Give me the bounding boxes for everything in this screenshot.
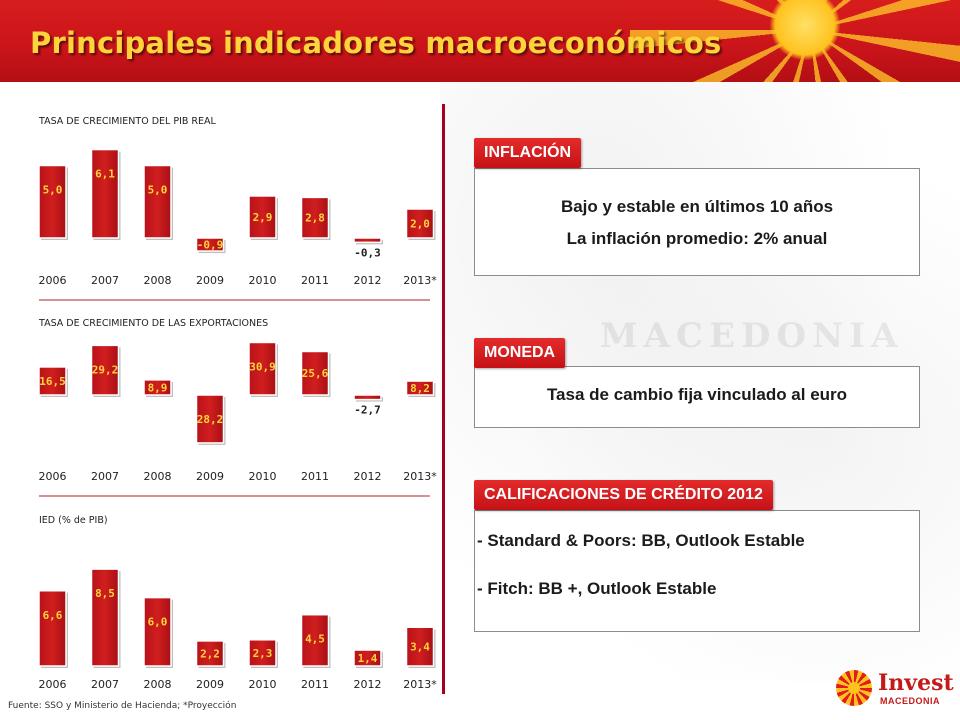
data-label: 28,2 [197,413,224,426]
x-tick-label: 2012 [354,678,382,691]
bar [90,344,120,396]
source-note: Fuente: SSO y Ministerio de Hacienda; *P… [8,701,237,711]
chart-title: TASA DE CRECIMIENTO DE LAS EXPORTACIONES [38,318,268,329]
bar [353,237,382,244]
data-label: 30,9 [249,360,276,373]
x-tick-label: 2010 [249,678,277,691]
bar [143,164,172,239]
bar [90,568,120,667]
x-tick-label: 2006 [39,678,67,691]
x-tick-label: 2009 [196,274,224,287]
inflation-panel: Bajo y estable en últimos 10 años La inf… [474,168,920,276]
bar [405,208,435,239]
x-tick-label: 2009 [196,470,224,483]
data-label: 5,0 [148,184,168,197]
bar [353,394,382,401]
data-label: 6,0 [148,616,168,629]
currency-panel: Tasa de cambio fija vinculado al euro [474,366,920,428]
data-label: 5,0 [43,184,63,197]
data-label: 2,3 [253,647,273,660]
vertical-divider [442,104,445,694]
bar [195,394,225,444]
x-tick-label: 2008 [144,470,172,483]
bar [38,366,67,396]
bar [405,380,435,396]
bar [143,596,172,667]
data-label: 25,6 [302,367,329,380]
data-label: 8,9 [148,381,168,394]
x-tick-label: 2010 [249,470,277,483]
bar [353,649,382,667]
credit-rating-line-1: - Standard & Poors: BB, Outlook Estable [477,531,805,550]
charts-area: TASA DE CRECIMIENTO DEL PIB REAL 5,0 2006 6… [38,116,437,691]
bar [248,195,277,239]
invest-macedonia-logo: Invest MACEDONIA [832,664,954,714]
bar [300,613,330,667]
x-tick-label: 2009 [196,678,224,691]
x-tick-label: 2011 [301,470,329,483]
x-tick-label: 2012 [354,470,382,483]
data-label: 29,2 [92,363,119,376]
data-label: 6,6 [43,609,63,622]
currency-panel-title: MONEDA [474,338,566,368]
credit-rating-line-2: - Fitch: BB +, Outlook Estable [477,579,717,598]
bar [38,590,67,667]
slide-title: Principales indicadores macroeconómicos [30,26,722,60]
currency-line-1: Tasa de cambio fija vinculado al euro [546,385,848,404]
inflation-line-1: Bajo y estable en últimos 10 años [560,197,834,216]
inflation-line-2: La inflación promedio: 2% anual [566,229,828,248]
data-label: 2,0 [410,218,430,231]
credit-rating-panel: - Standard & Poors: BB, Outlook Estable … [474,510,920,632]
x-tick-label: 2011 [301,678,329,691]
credit-rating-panel-title: CALIFICACIONES DE CRÉDITO 2012 [474,480,773,510]
bar [248,341,277,396]
chart-title: IED (% de PIB) [39,515,108,526]
x-tick-label: 2013* [403,274,437,287]
x-tick-label: 2011 [301,274,329,287]
x-tick-label: 2013* [403,470,437,483]
x-tick-label: 2006 [39,470,67,483]
x-tick-label: 2007 [91,678,119,691]
logo-subtitle: MACEDONIA [880,696,940,706]
data-label: -0,3 [354,246,381,259]
map-label: MACEDONIA [600,316,904,356]
x-tick-label: 2012 [354,274,382,287]
header-band: Principales indicadores macroeconómicos [0,0,960,82]
sun-logo-center [848,682,860,694]
bar [38,164,67,239]
sun-icon [770,0,840,60]
data-label: 2,9 [253,211,273,224]
x-tick-label: 2008 [144,678,172,691]
x-tick-label: 2008 [144,274,172,287]
bar [300,196,330,239]
bar [405,626,435,667]
data-label: -0,9 [197,239,224,252]
data-label: 6,1 [95,168,115,181]
x-tick-label: 2007 [91,470,119,483]
data-label: 16,5 [39,375,66,388]
bar [195,640,225,667]
logo-name: Invest [878,670,954,696]
bar [195,237,225,252]
x-tick-label: 2007 [91,274,119,287]
data-label: 4,5 [305,633,325,646]
bar [143,379,172,396]
bar [248,639,277,667]
bar [300,350,330,396]
data-label: 8,2 [410,382,430,395]
x-tick-label: 2013* [403,678,437,691]
x-tick-label: 2006 [39,274,67,287]
data-label: 3,4 [410,641,430,654]
data-label: 1,4 [358,652,378,665]
inflation-panel-title: INFLACIÓN [474,138,582,168]
data-label: 2,2 [200,647,220,660]
data-label: 8,5 [95,587,115,600]
chart-title: TASA DE CRECIMIENTO DEL PIB REAL [38,116,217,127]
data-label: -2,7 [354,404,381,417]
x-tick-label: 2010 [249,274,277,287]
bar [90,148,120,239]
data-label: 2,8 [305,212,325,225]
